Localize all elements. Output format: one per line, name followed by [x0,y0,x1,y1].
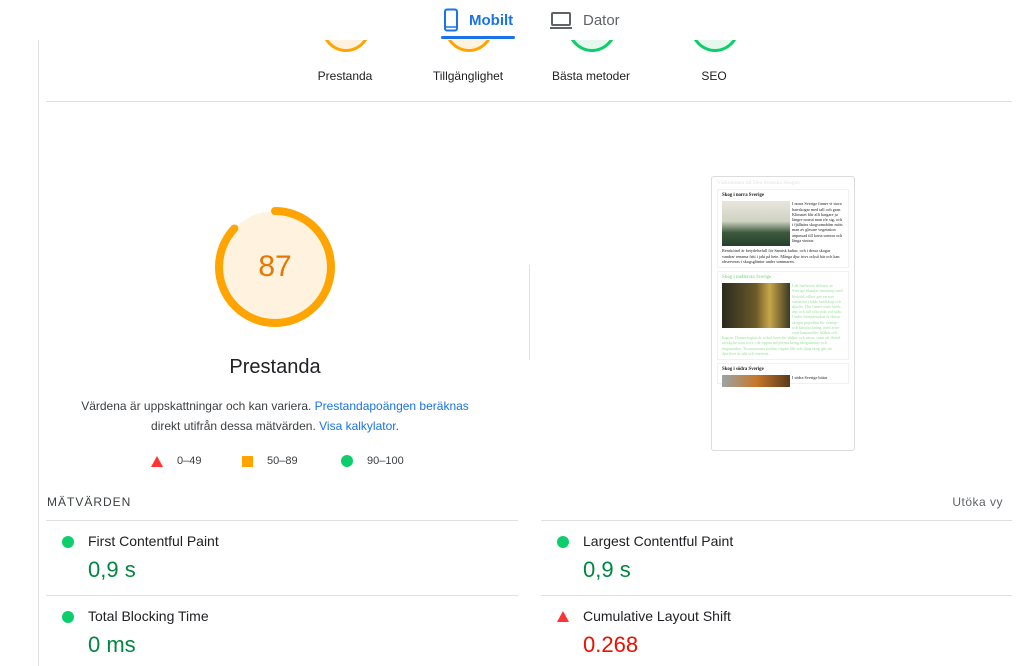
category-label: SEO [701,69,727,83]
calc-link[interactable]: Prestandapoängen beräknas [314,399,469,413]
thumb-heading: Skog i mellersta Sverige [722,275,772,281]
divider [46,101,1012,102]
calculator-link[interactable]: Visa kalkylator [319,419,396,433]
device-tabs: Mobilt Dator [0,0,1024,40]
thumb-text: Renskötsel är betydelsefull för Samisk k… [722,248,840,264]
desc-text: Värdena är uppskattningar och kan varier… [81,399,315,413]
pass-circle-icon [557,536,569,548]
thumb-heading: Skog i norra Sverige [722,193,764,199]
forest-image [722,375,790,388]
thumb-section: Skog i södra Sverige I södra Sverige hit… [717,363,849,388]
metric-name: Total Blocking Time [88,608,209,624]
triangle-icon [151,455,163,467]
gauge-ring [215,207,335,327]
score-description: Värdena är uppskattningar och kan varier… [60,396,490,436]
laptop-icon [550,12,572,29]
metric-name: Cumulative Layout Shift [583,608,731,624]
metrics-heading: MÄTVÄRDEN [47,495,132,509]
metric-value: 0,9 s [583,557,631,582]
square-icon [242,455,253,467]
thumb-text: I södra Sverige hittar [792,375,828,381]
legend-poor: 0–49 [151,455,201,467]
desc-text: direkt utifrån dessa mätvärden. [151,419,320,433]
category-label: Tillgänglighet [432,69,504,83]
divider [541,520,1012,521]
metric-value: 0.268 [583,632,639,657]
fail-triangle-icon [557,611,569,622]
thumb-text: I norra Sverige finner vi stora barrskog… [792,201,843,243]
tab-desktop[interactable]: Dator [549,0,620,40]
thumb-heading: Skog i södra Sverige [722,367,764,373]
gauge-score: 87 [258,250,292,283]
gauge-title: Prestanda [229,356,321,378]
tab-label: Mobilt [469,11,514,29]
metric-name: Largest Contentful Paint [583,533,734,549]
pass-circle-icon [62,611,74,623]
forest-image [722,201,790,247]
legend-label: 50–89 [267,455,298,467]
thumb-text: I de mellersta delarna av Sverige blanda… [722,283,843,356]
tab-label: Dator [583,11,620,29]
thumb-title: Välkommen till Den Svenska Skogen [717,180,800,186]
metric-name: First Contentful Paint [88,533,219,549]
legend-label: 0–49 [177,455,202,467]
expand-view-toggle[interactable]: Utöka vy [952,495,1003,509]
thumb-section: Skog i mellersta Sverige I de mellersta … [717,271,849,361]
desc-text: . [395,419,399,433]
divider [46,520,518,521]
metric-value: 0 ms [88,632,136,657]
divider [46,595,518,596]
circle-icon [341,455,353,467]
legend-good: 90–100 [341,455,404,467]
divider [38,40,39,666]
smartphone-icon [444,8,458,32]
metric-value: 0,9 s [88,557,136,582]
legend-label: 90–100 [367,455,404,467]
thumb-section: Skog i norra Sverige I norra Sverige fin… [717,189,849,269]
performance-gauge: 87 [213,205,337,334]
category-label: Prestanda [317,69,373,83]
page-screenshot[interactable]: Välkommen till Den Svenska Skogen Skog i… [711,176,855,451]
divider [541,595,1012,596]
category-label: Bästa metoder [551,69,631,83]
forest-image [722,283,790,329]
legend-average: 50–89 [242,455,298,467]
tab-mobile[interactable]: Mobilt [440,0,516,40]
divider [529,265,530,360]
gauge-arc [215,207,335,327]
pass-circle-icon [62,536,74,548]
